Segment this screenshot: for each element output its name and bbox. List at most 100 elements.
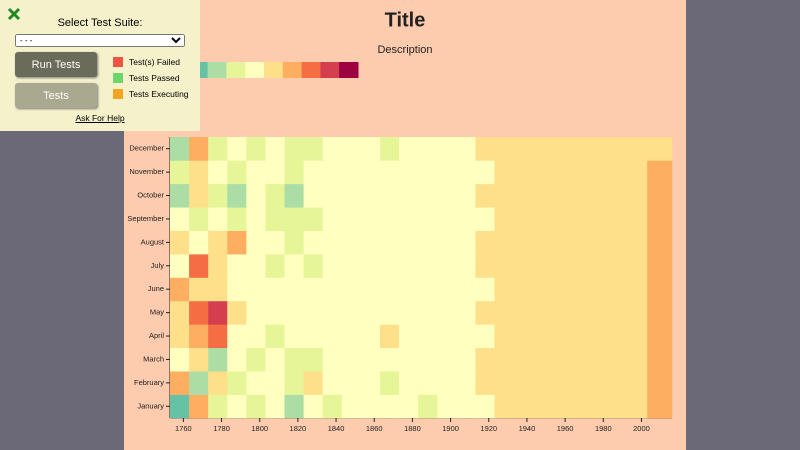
color-scale-swatch [264,62,284,78]
heatmap-cell [551,183,572,208]
heatmap-cell [513,230,533,255]
heatmap-cell [494,371,514,395]
heatmap-cell [265,137,285,161]
heatmap-cell [208,207,228,231]
heatmap-cell [189,183,209,208]
heatmap-cell [437,394,457,419]
heatmap-cell [341,324,362,349]
heatmap-cell [628,207,648,231]
heatmap-cell [494,394,514,419]
heatmap-cell [284,277,304,302]
legend-label: Test(s) Failed [129,57,181,67]
heatmap-cell [551,371,572,395]
heatmap-cell [609,137,629,161]
heatmap-cell [341,183,362,208]
heatmap-cell [437,254,457,278]
heatmap-cell [532,183,553,208]
heatmap-cell [418,207,438,231]
legend-swatch [113,73,123,83]
heatmap-cell [609,324,629,349]
heatmap-cell [589,371,610,395]
heatmap-cell [456,277,476,302]
heatmap-cell [513,371,533,395]
heatmap-cell [322,183,343,208]
heatmap-cell [456,324,476,349]
heatmap-cell [570,137,591,161]
legend-label: Tests Passed [129,73,180,83]
x-tick-label: 1900 [442,424,459,433]
y-tick-label: December [129,144,164,153]
heatmap-cell [437,160,457,185]
heatmap-cell [341,160,362,185]
heatmap-cell [227,371,247,395]
heatmap-cell [246,137,266,161]
color-scale-swatch [339,62,359,78]
heatmap-cell [647,277,673,302]
heatmap-cell [437,137,457,161]
heatmap-cell [227,160,247,185]
heatmap-cell [322,160,343,185]
heatmap-cell [570,300,591,325]
close-icon[interactable] [7,7,21,21]
heatmap-cell [551,324,572,349]
color-scale-swatch [301,62,321,78]
heatmap-cell [513,347,533,372]
heatmap-cell [532,300,553,325]
color-scale-swatch [207,62,227,78]
heatmap-cell [551,254,572,278]
heatmap-cell [227,300,247,325]
heatmap-cell [609,277,629,302]
heatmap-cell [418,183,438,208]
heatmap-cell [399,324,419,349]
heatmap-cell [379,277,400,302]
heatmap-cell [360,324,381,349]
heatmap-cell [379,324,400,349]
heatmap-cell [227,347,247,372]
heatmap-cell [589,300,610,325]
heatmap-cell [570,324,591,349]
heatmap-cell [628,300,648,325]
heatmap-cell [609,207,629,231]
heatmap-cell [647,207,673,231]
heatmap-cell [246,160,266,185]
heatmap-cell [360,207,381,231]
heatmap-cell [208,324,228,349]
run-tests-button[interactable]: Run Tests [15,52,97,77]
heatmap-cell [265,300,285,325]
heatmap-cell [265,324,285,349]
heatmap-cell [284,254,304,278]
tests-button[interactable]: Tests [15,83,97,108]
suite-select[interactable]: - - - [15,34,185,47]
heatmap-cell [647,371,673,395]
heatmap-cell [532,207,553,231]
heatmap-cell [284,394,304,419]
heatmap-cell [589,347,610,372]
help-link[interactable]: Ask For Help [75,113,125,123]
heatmap-cell [227,254,247,278]
heatmap-cell [170,277,190,302]
heatmap-cell [303,207,323,231]
heatmap-cell [170,254,190,278]
heatmap-cell [208,254,228,278]
legend-swatch [113,89,123,99]
heatmap-cell [609,300,629,325]
y-tick-label: August [141,237,165,246]
heatmap-cell [189,394,209,419]
heatmap-cell [513,300,533,325]
heatmap-cell [379,160,400,185]
heatmap-cell [418,230,438,255]
heatmap-cell [494,207,514,231]
heatmap-cell [303,394,323,419]
heatmap-cell [265,277,285,302]
heatmap-cell [647,324,673,349]
heatmap-cell [437,300,457,325]
heatmap-cell [284,371,304,395]
heatmap-cell [532,324,553,349]
heatmap-cell [399,371,419,395]
heatmap-cell [399,300,419,325]
heatmap-cell [208,300,228,325]
y-tick-label: November [129,167,164,176]
heatmap-cell [341,137,362,161]
heatmap-cell [570,207,591,231]
heatmap-cell [475,277,495,302]
